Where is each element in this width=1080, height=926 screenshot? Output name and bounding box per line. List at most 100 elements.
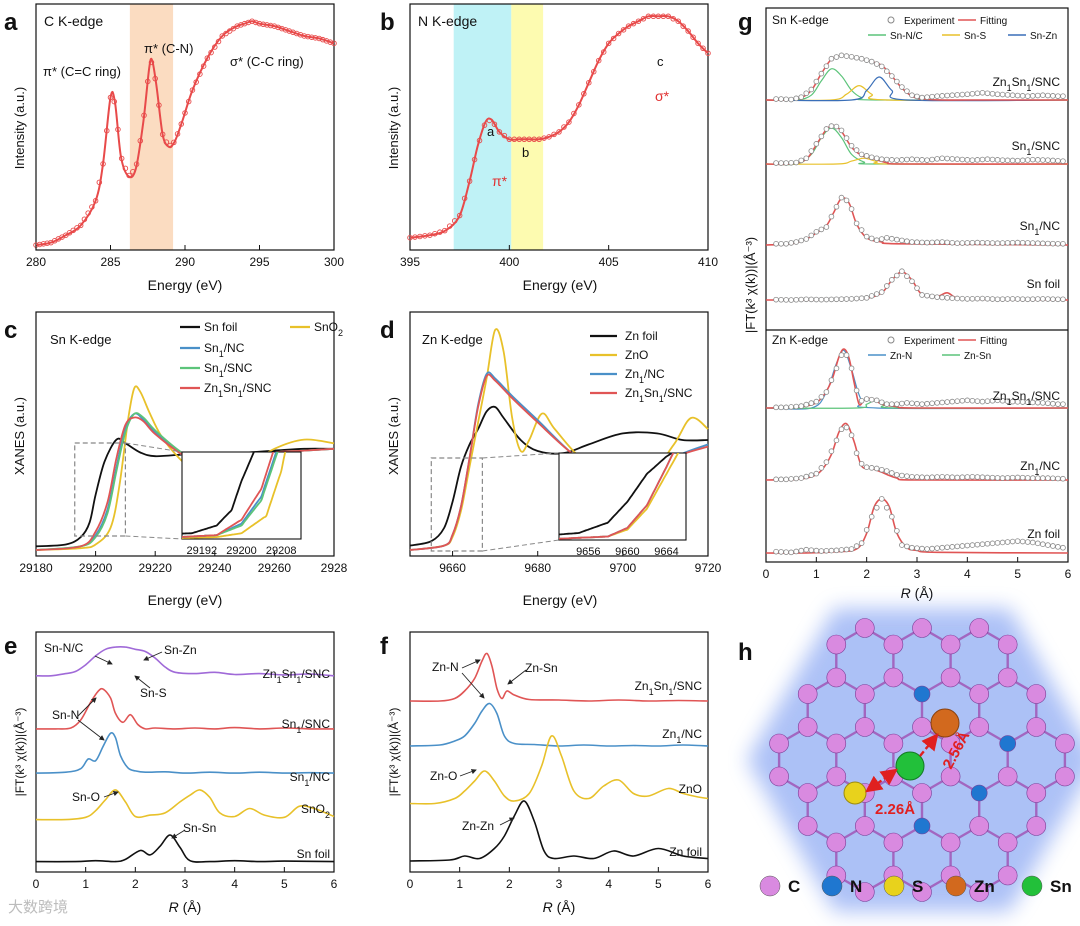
experiment-marker [914,156,920,163]
experiment-marker [858,397,865,404]
experiment-marker [964,542,971,549]
experiment-marker [899,472,905,479]
experiment-marker [999,91,1006,98]
fit-line [765,498,1069,554]
experiment-marker [798,157,805,164]
data-marker [126,172,132,179]
series-line [409,800,709,862]
annotation: σ* [655,88,670,104]
data-marker [85,210,91,216]
carbon-atom [769,766,789,787]
x-tick-label: 2 [863,567,870,581]
experiment-marker [929,293,935,300]
experiment-marker [934,545,940,551]
experiment-marker [919,94,925,101]
panel-letter-d: d [380,317,395,344]
experiment-marker [873,61,880,67]
panel-letter-h: h [738,639,753,666]
data-marker [600,49,607,55]
experiment-marker [788,96,794,103]
experiment-marker [833,204,840,210]
experiment-marker [1019,538,1026,545]
experiment-marker [813,141,820,147]
carbon-atom [1026,783,1047,803]
data-marker [605,40,612,47]
data-marker [163,139,170,145]
experiment-marker [858,55,865,62]
experiment-marker [899,542,905,548]
carbon-atom [854,717,875,737]
experiment-marker [793,296,799,303]
experiment-marker [823,459,830,465]
x-tick-label: 0 [407,877,414,891]
experiment-marker [813,398,820,405]
inset-tick-label: 29208 [266,545,297,557]
experiment-marker [999,296,1006,302]
x-tick-label: 1 [82,877,89,891]
data-marker [226,28,233,34]
annotation: π* [492,173,508,189]
carbon-atom [1026,717,1047,737]
data-marker [89,204,95,210]
panel-letter-b: b [380,9,395,36]
carbon-atom [912,783,932,803]
carbon-atom [769,733,789,754]
data-marker [290,29,296,36]
x-tick-label: 29220 [139,561,173,575]
data-marker [312,35,319,41]
data-marker [690,34,696,40]
data-marker [133,161,140,167]
x-tick-label: 3 [914,567,921,581]
atom-legend-marker [883,875,905,897]
experiment-marker [954,240,961,247]
data-marker [282,27,289,33]
experiment-marker [1004,157,1011,164]
annotation-arrow [461,659,481,669]
atom-legend-label: C [788,877,800,896]
experiment-marker [929,93,935,100]
series-label: Sn foil [297,847,330,861]
experiment-marker [959,543,966,549]
data-marker [171,139,177,146]
y-axis-label: Intensity (a.u.) [386,87,401,169]
experiment-marker [949,92,956,98]
data-marker [182,110,188,116]
series-label: ZnO [679,782,702,796]
experiment-marker [1045,542,1051,548]
sulfur-atom [843,781,867,805]
experiment-marker [868,465,875,471]
experiment-marker [883,68,890,74]
experiment-marker [1004,296,1011,302]
data-marker [576,102,582,108]
data-marker [219,33,225,39]
experiment-marker [944,399,950,405]
experiment-marker [778,96,784,102]
experiment-marker [899,237,905,244]
experiment-marker [964,157,971,163]
data-marker [630,20,637,27]
legend-label: Fitting [980,16,1007,27]
experiment-marker [969,397,976,404]
experiment-marker [878,236,885,242]
experiment-marker [969,157,976,163]
experiment-marker [984,540,991,547]
experiment-marker [863,233,870,240]
panel-letter-g: g [738,9,753,36]
experiment-marker [883,156,890,163]
experiment-marker [944,155,950,162]
carbon-atom [854,882,875,902]
experiment-marker [1045,296,1051,302]
experiment-marker [904,400,910,406]
experiment-marker [863,396,870,402]
experiment-marker [1019,239,1026,246]
experiment-marker [818,393,825,400]
experiment-marker [959,240,966,246]
experiment-marker [773,241,779,247]
experiment-marker [1050,93,1056,99]
zinc-atom [930,708,960,738]
experiment-marker [868,154,875,161]
experiment-marker [1045,475,1051,481]
experiment-marker [1024,475,1031,481]
experiment-marker [969,295,976,302]
